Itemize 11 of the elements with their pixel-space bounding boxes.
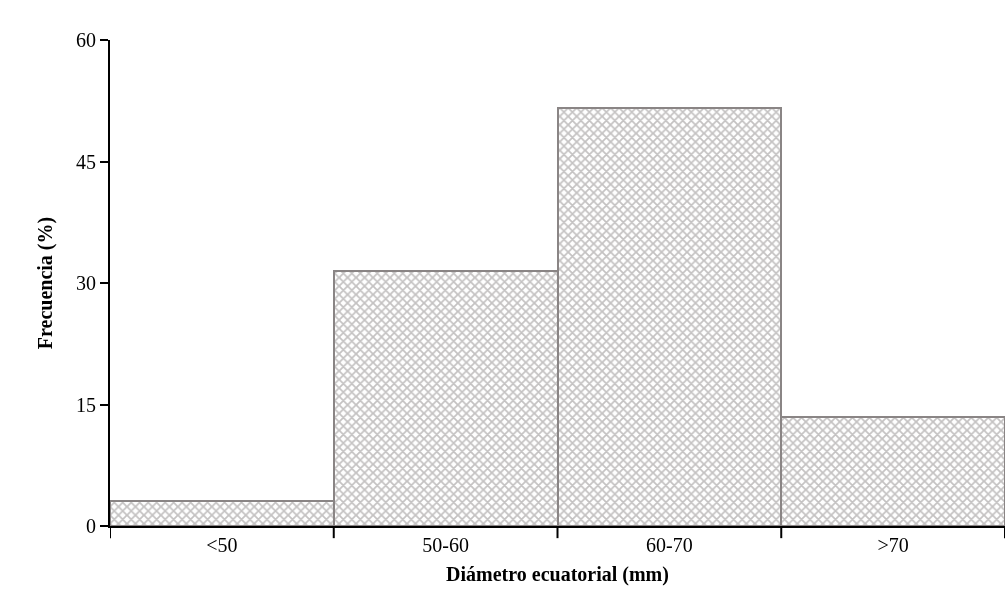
x-tick-label: <50 [206, 534, 238, 556]
x-tick-label: >70 [877, 534, 909, 556]
x-tick-label: 60-70 [646, 534, 693, 556]
y-tick-label: 60 [76, 29, 96, 51]
y-tick-label: 0 [86, 515, 96, 537]
x-tick-label: 50-60 [422, 534, 469, 556]
y-tick-label: 45 [76, 150, 96, 173]
x-axis-title: Diámetro ecuatorial (mm) [446, 563, 669, 586]
y-tick-label: 15 [76, 393, 96, 416]
y-axis-title: Frecuencia (%) [34, 216, 57, 350]
y-tick-label: 30 [76, 272, 96, 294]
